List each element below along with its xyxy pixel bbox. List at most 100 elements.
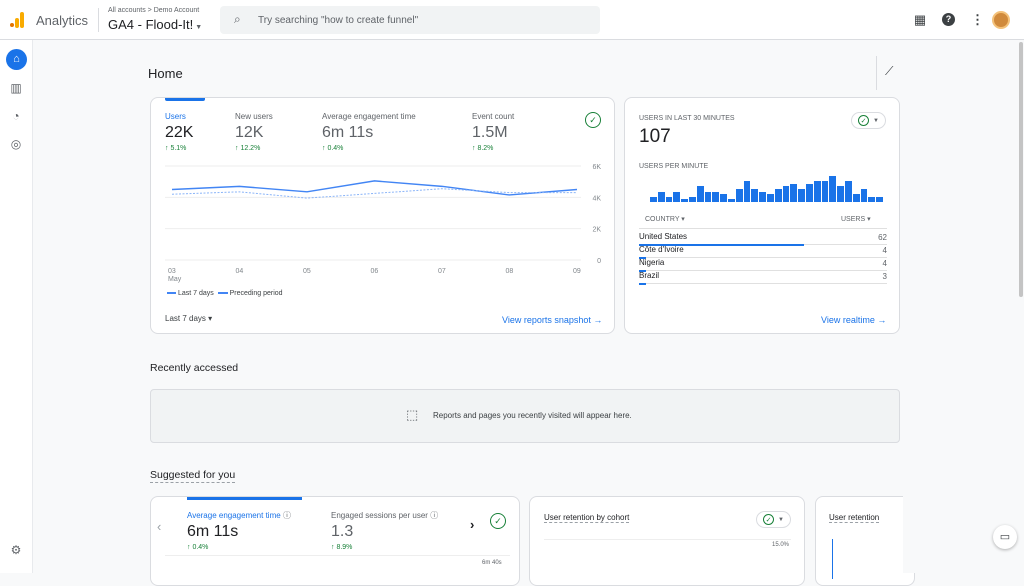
more-vert-icon[interactable]: ⋮ [971,12,984,28]
metric-value: 6m 11s [187,523,238,541]
bar[interactable] [814,181,821,202]
help-outline-icon[interactable]: ⓘ [283,511,291,520]
bar[interactable] [868,197,875,202]
feedback-button[interactable]: ▭ [993,525,1017,549]
search-bar[interactable]: ⌕ Try searching "how to create funnel" [220,6,600,34]
bar[interactable] [876,197,883,202]
bar[interactable] [853,194,860,202]
metric-label: Engaged sessions per user ⓘ [331,510,438,521]
bar[interactable] [822,181,829,202]
link-label: View reports snapshot [502,315,591,325]
chevron-left-icon[interactable]: ‹ [157,519,161,534]
arrow-right-icon: → [877,315,886,325]
bar[interactable] [658,192,665,202]
bar[interactable] [728,199,735,202]
header-label: USERS [841,216,865,223]
x-tick-label: 08 [506,268,514,275]
bar[interactable] [666,197,673,202]
x-tick-label: 07 [438,268,446,275]
metric-tab-3[interactable]: Event count 1.5M ↑ 8.2% [472,112,514,152]
bar[interactable] [790,184,797,202]
apps-grid-icon[interactable]: ▦ [912,12,928,28]
bar[interactable] [720,194,727,202]
view-realtime-link[interactable]: View realtime → [821,315,886,325]
axis-label: 15.0% [772,542,789,548]
scrollbar[interactable] [1019,42,1023,297]
metric-value: 1.3 [331,523,353,541]
country-users: 3 [883,272,887,281]
recently-accessed-empty-text: Reports and pages you recently visited w… [433,411,632,420]
bar[interactable] [751,189,758,202]
realtime-card: USERS IN LAST 30 MINUTES 107 ✓▼ USERS PE… [624,97,900,334]
bar[interactable] [861,189,868,202]
bar[interactable] [783,186,790,202]
explore-icon[interactable]: ◔ [8,108,24,124]
bar[interactable] [798,189,805,202]
x-tick-label: 06 [371,268,379,275]
insights-icon[interactable]: ⟋ [885,64,893,79]
home-icon[interactable]: ⌂ [6,49,27,70]
advertising-icon[interactable]: ◎ [8,136,24,152]
compare-button[interactable]: ✓▼ [756,511,791,528]
breadcrumb[interactable]: All accounts > Demo Account [108,7,199,14]
bar[interactable] [806,184,813,202]
metric-tab-2[interactable]: Average engagement time 6m 11s ↑ 0.4% [322,112,416,152]
bar[interactable] [681,199,688,202]
bar[interactable] [697,186,704,202]
bar[interactable] [759,192,766,202]
overview-card: Users 22K ↑ 5.1% New users 12K ↑ 12.2% Ave… [150,97,615,334]
bar[interactable] [689,197,696,202]
property-selector[interactable]: GA4 - Flood-It! ▼ [108,17,202,32]
bar[interactable] [650,197,657,202]
bar[interactable] [829,176,836,202]
bar[interactable] [767,194,774,202]
chevron-right-icon[interactable]: › [470,517,474,532]
country-column-header[interactable]: COUNTRY ▾ [645,215,685,223]
metric-tab-0[interactable]: Users 22K ↑ 5.1% [165,112,193,152]
sidebar: ⌂ ▥ ◔ ◎ ⚙ [0,40,33,573]
bar[interactable] [736,189,743,202]
country-users: 4 [883,259,887,268]
help-icon[interactable]: ? [942,13,955,26]
metric-tab-1[interactable]: New users 12K ↑ 12.2% [235,112,273,152]
avatar[interactable] [992,11,1010,29]
legend-last-7-days: Last 7 days [178,290,214,297]
check-circle-icon[interactable]: ✓ [585,112,601,128]
chart-legend: Last 7 days Preceding period [167,290,283,297]
realtime-value: 107 [639,126,671,148]
view-reports-snapshot-link[interactable]: View reports snapshot → [502,315,602,325]
x-tick-label: 03 [168,268,176,275]
reports-icon[interactable]: ▥ [8,80,24,96]
x-tick-label: 04 [236,268,244,275]
axis-label: 6m 40s [482,560,502,566]
metric-change: ↑ 8.2% [472,145,514,152]
country-users: 4 [883,246,887,255]
realtime-compare-button[interactable]: ✓▼ [851,112,886,129]
metric-change: ↑ 12.2% [235,145,273,152]
analytics-logo [10,12,24,28]
date-range-selector[interactable]: Last 7 days ▾ [165,314,212,323]
help-outline-icon[interactable]: ⓘ [430,511,438,520]
metric-value: 1.5M [472,124,514,142]
metric-label: Event count [472,112,514,121]
card-title: User retention by cohort [544,513,629,523]
x-tick-label: 05 [303,268,311,275]
app-name: Analytics [36,13,88,28]
bar[interactable] [712,192,719,202]
bar[interactable] [837,186,844,202]
settings-gear-icon[interactable]: ⚙ [8,542,24,558]
users-column-header[interactable]: USERS ▾ [841,215,871,223]
y-tick-label: 6K [592,164,601,171]
bar[interactable] [845,181,852,202]
bar[interactable] [673,192,680,202]
recently-accessed-title: Recently accessed [150,362,238,374]
check-circle-icon[interactable]: ✓ [490,513,506,529]
bar[interactable] [775,189,782,202]
bar[interactable] [744,181,751,202]
bar[interactable] [705,192,712,202]
